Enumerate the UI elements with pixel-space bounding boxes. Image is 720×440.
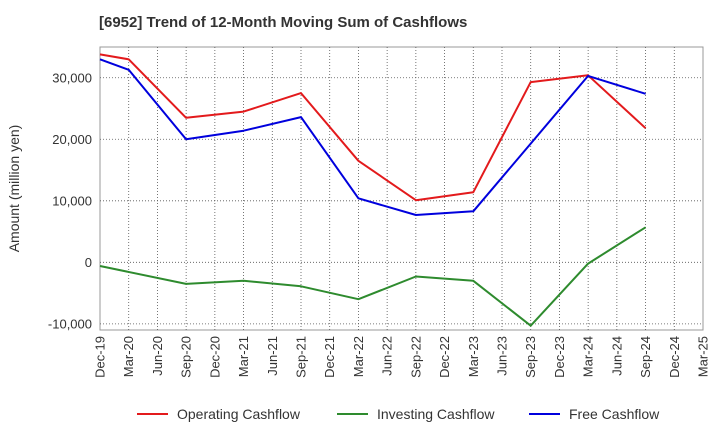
x-tick-label: Sep-22: [408, 336, 423, 378]
x-tick-label: Mar-21: [236, 336, 251, 377]
x-tick-label: Jun-20: [150, 336, 165, 376]
y-axis-title: Amount (million yen): [6, 125, 22, 253]
x-tick-label: Mar-25: [696, 336, 711, 377]
x-tick-label: Jun-23: [495, 336, 510, 376]
x-tick-label: Jun-21: [265, 336, 280, 376]
x-tick-label: Jun-22: [380, 336, 395, 376]
chart-title: [6952] Trend of 12-Month Moving Sum of C…: [99, 14, 468, 31]
legend-label-investing-cashflow: Investing Cashflow: [377, 406, 495, 422]
x-tick-label: Dec-23: [552, 336, 567, 378]
x-tick-label: Sep-20: [179, 336, 194, 378]
x-tick-label: Dec-22: [437, 336, 452, 378]
x-tick-label: Mar-20: [121, 336, 136, 377]
series-line-investing-cashflow: [99, 226, 647, 327]
x-tick-label: Dec-24: [667, 336, 682, 378]
series-line-operating-cashflow: [99, 53, 647, 202]
x-tick-label: Mar-22: [351, 336, 366, 377]
legend-label-free-cashflow: Free Cashflow: [569, 406, 660, 422]
x-tick-label: Sep-24: [638, 336, 653, 378]
x-tick-label: Sep-23: [523, 336, 538, 378]
x-tick-label: Mar-24: [581, 336, 596, 377]
x-tick-label: Dec-21: [322, 336, 337, 378]
x-tick-label: Dec-20: [207, 336, 222, 378]
x-tick-label: Mar-23: [466, 336, 481, 377]
series-line-free-cashflow: [99, 58, 646, 216]
y-tick-label: -10,000: [48, 316, 92, 331]
y-tick-label: 0: [85, 255, 92, 270]
y-tick-label: 20,000: [52, 132, 92, 147]
x-tick-label: Jun-24: [609, 336, 624, 376]
y-tick-label: 30,000: [52, 70, 92, 85]
x-tick-label: Dec-19: [93, 336, 108, 378]
x-tick-label: Sep-21: [294, 336, 309, 378]
legend-label-operating-cashflow: Operating Cashflow: [177, 406, 301, 422]
y-tick-label: 10,000: [52, 193, 92, 208]
plot-frame: [99, 46, 704, 331]
